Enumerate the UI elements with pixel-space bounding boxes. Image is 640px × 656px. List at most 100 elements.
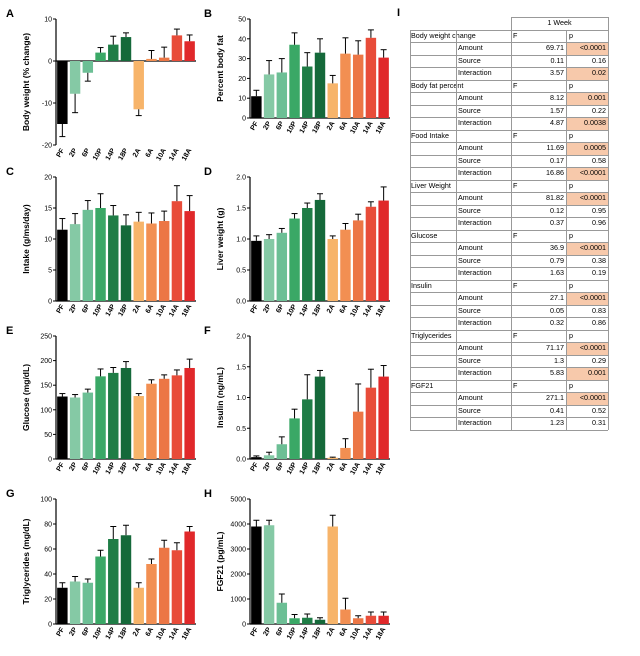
y-tick-label-B: 10	[238, 96, 246, 103]
grid-line	[410, 179, 608, 181]
f-value: 36.9	[550, 243, 564, 252]
category-label-E: PF	[56, 461, 67, 473]
bar-F	[340, 447, 351, 459]
y-tick-label-C: 10	[44, 237, 52, 244]
table-row: Interaction 4.87 0.0038	[410, 117, 608, 130]
grid-line	[566, 29, 567, 430]
p-header: p	[569, 280, 573, 290]
y-tick-label-F: 1.0	[236, 395, 246, 402]
table-row: Interaction 0.37 0.96	[410, 217, 608, 230]
bar-A	[69, 61, 81, 94]
category-label-D: 2A	[326, 304, 337, 315]
f-value: 11.69	[546, 143, 564, 152]
category-label-E: 6P	[81, 461, 92, 472]
category-label-F: 14A	[362, 462, 374, 477]
f-value: 5.83	[550, 368, 564, 377]
row-label: Source	[458, 55, 481, 65]
category-label-H: 18A	[375, 627, 387, 642]
row-label: Source	[458, 255, 481, 265]
table-row: Amount 71.17 <0.0001	[410, 342, 608, 355]
bar-A	[57, 61, 68, 124]
grid-line	[410, 67, 608, 68]
y-tick-label-G: 40	[44, 572, 52, 579]
bar-F	[276, 444, 288, 459]
row-label: Interaction	[458, 268, 492, 277]
bar-E	[95, 376, 106, 459]
p-header: p	[569, 180, 573, 190]
y-tick-label-F: 0.5	[236, 426, 246, 433]
y-axis-title-C: Intake (g/ms/day)	[21, 204, 31, 274]
category-label-A: PF	[56, 147, 67, 159]
category-label-G: 10A	[155, 627, 167, 642]
f-value: 1.57	[550, 105, 564, 115]
bar-F	[327, 457, 338, 459]
y-axis-title-B: Percent body fat	[215, 35, 225, 102]
f-value: 69.71	[546, 43, 564, 52]
bar-D	[378, 200, 389, 301]
p-value: 0.16	[592, 55, 606, 65]
table-row: Amount 27.1 <0.0001	[410, 292, 608, 305]
category-label-B: 2A	[326, 121, 337, 132]
category-label-G: 6A	[145, 627, 156, 638]
f-value: 0.05	[550, 305, 564, 315]
category-label-E: 14A	[168, 462, 180, 477]
table-row: Amount 11.69 0.0005	[410, 142, 608, 155]
category-label-F: 18P	[311, 461, 323, 476]
bar-B	[340, 53, 351, 118]
bar-G	[146, 564, 157, 624]
f-value: 0.79	[550, 255, 564, 265]
bar-H	[289, 618, 300, 624]
bar-A	[184, 41, 195, 61]
f-header: F	[513, 330, 518, 340]
bar-C	[95, 208, 106, 301]
p-value: 0.58	[592, 155, 606, 165]
category-label-H: 14P	[299, 626, 311, 641]
f-value: 16.86	[546, 168, 564, 177]
grid-line	[410, 417, 608, 418]
bar-G	[108, 539, 119, 624]
bar-D	[365, 206, 377, 301]
grid-line	[410, 404, 608, 406]
panel-letter-H: H	[204, 488, 212, 500]
y-tick-label-E: 200	[40, 358, 52, 365]
y-tick-label-G: 0	[48, 622, 52, 629]
bar-D	[276, 232, 288, 301]
category-label-C: 10P	[92, 303, 104, 318]
category-label-A: 6A	[145, 148, 156, 159]
bar-H	[352, 618, 364, 624]
category-label-G: 6P	[81, 626, 92, 637]
y-axis-title-F: Insulin (ng/mL)	[215, 367, 225, 428]
category-label-C: 6P	[81, 303, 92, 314]
category-label-D: 6P	[275, 303, 286, 314]
y-axis-title-E: Glucose (mg/dL)	[21, 364, 31, 431]
bar-F	[314, 376, 326, 459]
bar-E	[69, 397, 81, 459]
f-value: 1.3	[554, 355, 564, 365]
bar-E	[184, 367, 195, 459]
category-label-F: 10P	[286, 461, 298, 476]
category-label-C: 10A	[155, 304, 167, 319]
section-name: FGF21	[411, 380, 434, 390]
category-label-H: 14A	[362, 627, 374, 642]
p-value: 0.52	[592, 405, 606, 415]
category-label-B: PF	[250, 120, 261, 132]
y-tick-label-G: 60	[44, 547, 52, 554]
row-label: Source	[458, 155, 481, 165]
bar-B	[263, 74, 275, 118]
table-row: Source 1.3 0.29	[410, 355, 608, 368]
grid-line	[511, 17, 608, 18]
category-label-H: 6P	[275, 626, 286, 637]
grid-line	[410, 317, 608, 318]
p-header: p	[569, 30, 573, 40]
p-header: p	[569, 130, 573, 140]
bar-C	[57, 229, 68, 301]
f-value: 8.12	[550, 93, 564, 102]
y-tick-label-G: 80	[44, 522, 52, 529]
y-tick-label-A: -20	[42, 143, 52, 150]
bar-C	[108, 215, 119, 301]
